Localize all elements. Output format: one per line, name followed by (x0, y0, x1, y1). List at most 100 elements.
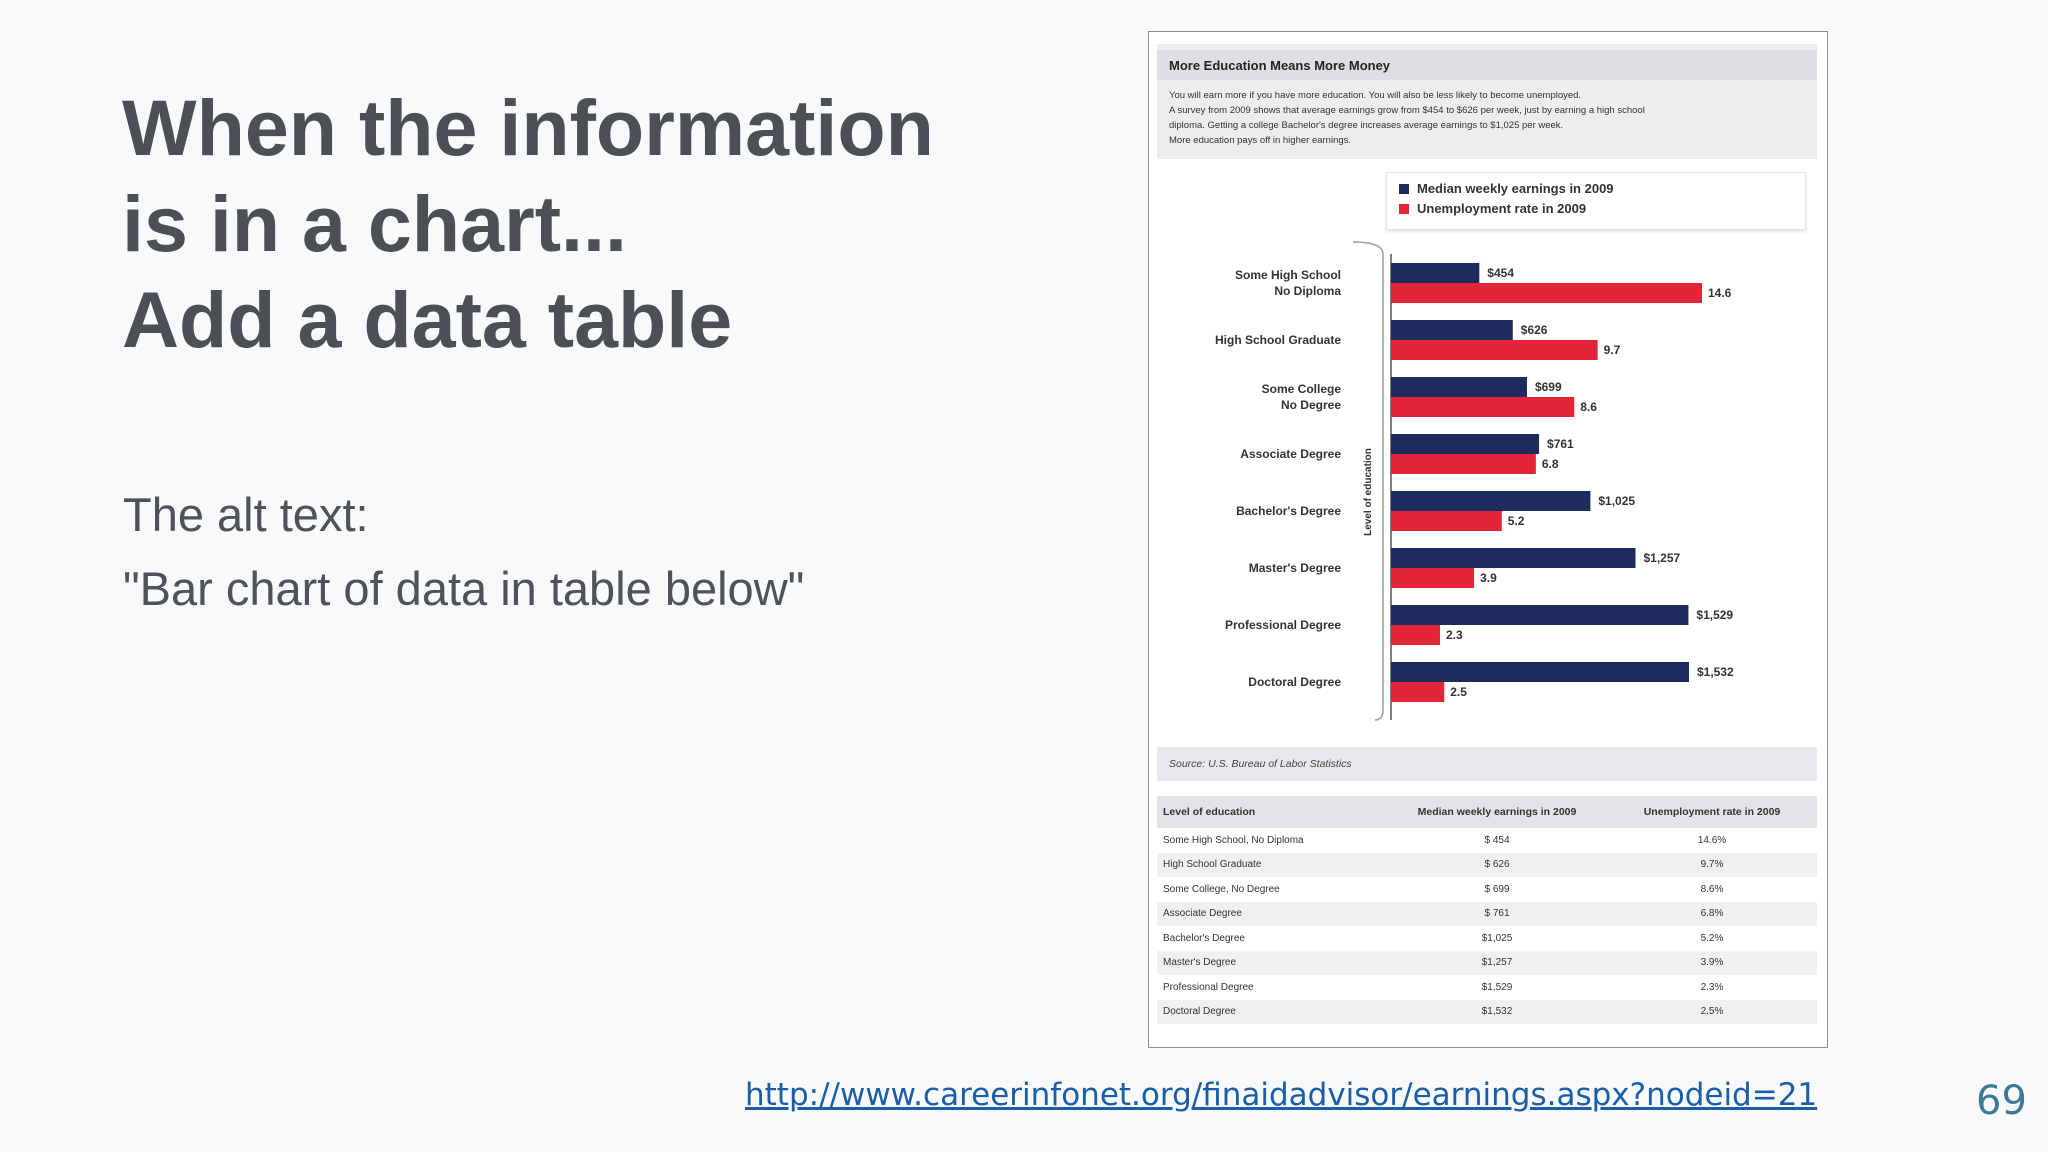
table-cell: 2.3% (1700, 981, 1724, 993)
table-cell: 3.9% (1607, 950, 1817, 975)
unemployment-bar (1391, 682, 1445, 702)
table-header-row: Level of education Median weekly earning… (1157, 796, 1817, 828)
earnings-data-label: $1,529 (1696, 608, 1733, 622)
axis-bracket (1352, 241, 1384, 721)
table-cell: $ 454 (1484, 834, 1510, 846)
unemployment-data-label: 2.3 (1446, 628, 1463, 642)
legend-label-earnings: Median weekly earnings in 2009 (1417, 181, 1614, 196)
table-cell: $1,532 (1387, 999, 1607, 1024)
unemployment-bar (1391, 511, 1502, 531)
earnings-data-label: $1,257 (1644, 551, 1681, 565)
alt-text-block: The alt text: "Bar chart of data in tabl… (123, 478, 804, 626)
unemployment-data-label: 5.2 (1508, 514, 1525, 528)
intro-line: A survey from 2009 shows that average ea… (1169, 105, 1645, 116)
title-line-1: When the information (122, 83, 934, 172)
earnings-bar (1391, 662, 1689, 682)
unemployment-data-label: 3.9 (1480, 571, 1497, 585)
table-cell: 14.6% (1697, 834, 1727, 846)
table-row: Doctoral Degree $1,532 2.5% (1157, 999, 1817, 1024)
legend-item-earnings: Median weekly earnings in 2009 (1399, 181, 1614, 201)
earnings-bar (1391, 605, 1689, 625)
title-line-2: is in a chart... (122, 179, 627, 268)
table-cell: 8.6% (1700, 883, 1724, 895)
alt-text-label: The alt text: (123, 488, 369, 541)
intro-box: More Education Means More Money You will… (1157, 44, 1817, 159)
table-header: Unemployment rate in 2009 (1607, 796, 1817, 828)
earnings-data-label: $1,025 (1598, 494, 1635, 508)
unemployment-data-label: 6.8 (1542, 457, 1559, 471)
figure-title: More Education Means More Money (1169, 58, 1391, 73)
unemployment-bar (1391, 340, 1598, 360)
alt-text-value: "Bar chart of data in table below" (123, 562, 805, 615)
table-row: Some College, No Degree $ 699 8.6% (1157, 877, 1817, 902)
slide-title: When the information is in a chart... Ad… (122, 80, 1022, 368)
source-text: Source: U.S. Bureau of Labor Statistics (1169, 758, 1352, 770)
page-number: 69 (1976, 1078, 2027, 1124)
category-label: Bachelor's Degree (1236, 504, 1341, 518)
table-row: Some High School, No Diploma $ 454 14.6% (1157, 828, 1817, 853)
unemployment-data-label: 2.5 (1450, 685, 1467, 699)
category-label: Some College (1262, 382, 1342, 396)
table-cell: Bachelor's Degree (1163, 932, 1245, 944)
table-cell: $1,529 (1481, 981, 1513, 993)
table-row: Master's Degree $1,257 3.9% (1157, 950, 1817, 975)
intro-line: You will earn more if you have more educ… (1169, 90, 1582, 101)
intro-line: More education pays off in higher earnin… (1169, 135, 1352, 146)
intro-text: You will earn more if you have more educ… (1169, 88, 1809, 148)
earnings-bar (1391, 377, 1527, 397)
y-axis-title: Level of education (1363, 448, 1374, 536)
category-label: Professional Degree (1225, 618, 1341, 632)
legend-item-unemployment: Unemployment rate in 2009 (1399, 201, 1586, 221)
category-label: High School Graduate (1215, 333, 1341, 347)
earnings-data-label: $699 (1535, 380, 1562, 394)
unemployment-bar (1391, 568, 1475, 588)
category-label: Master's Degree (1249, 561, 1342, 575)
table-row: Associate Degree $ 761 6.8% (1157, 901, 1817, 926)
table-cell: Master's Degree (1157, 950, 1387, 975)
source-note: Source: U.S. Bureau of Labor Statistics (1157, 747, 1817, 781)
unemployment-bar (1391, 625, 1440, 645)
intro-header-band (1157, 50, 1817, 80)
earnings-data-label: $1,532 (1697, 665, 1734, 679)
table-cell: Doctoral Degree (1157, 999, 1387, 1024)
chart-figure: More Education Means More Money You will… (1148, 31, 1828, 1048)
earnings-data-label: $761 (1547, 437, 1574, 451)
table-cell: $1,257 (1387, 950, 1607, 975)
legend-label-unemployment: Unemployment rate in 2009 (1417, 201, 1587, 216)
table-cell: $ 699 (1484, 883, 1510, 895)
table-cell: Some High School, No Diploma (1163, 834, 1304, 846)
earnings-bar (1391, 263, 1480, 283)
table-body: Some High School, No Diploma $ 454 14.6% Hi… (1157, 828, 1817, 1024)
unemployment-data-label: 14.6 (1708, 286, 1732, 300)
table-cell: $ 626 (1387, 852, 1607, 877)
chart-legend: Median weekly earnings in 2009 Unemploym… (1386, 172, 1806, 230)
unemployment-bar (1391, 397, 1575, 417)
table-cell: $1,025 (1481, 932, 1513, 944)
unemployment-bar (1391, 454, 1536, 474)
title-line-3: Add a data table (122, 275, 733, 364)
earnings-data-label: $626 (1521, 323, 1548, 337)
intro-line: diploma. Getting a college Bachelor's de… (1169, 120, 1564, 131)
source-link[interactable]: http://www.careerinfonet.org/finaidadvis… (745, 1077, 1818, 1113)
table-row: Bachelor's Degree $1,025 5.2% (1157, 926, 1817, 951)
table-cell: 5.2% (1700, 932, 1724, 944)
category-label: No Diploma (1274, 284, 1341, 298)
legend-swatch-earnings (1399, 184, 1409, 194)
earnings-bar (1391, 320, 1513, 340)
table-header: Median weekly earnings in 2009 (1387, 796, 1607, 828)
table-cell: 6.8% (1607, 901, 1817, 926)
unemployment-data-label: 8.6 (1580, 400, 1597, 414)
category-label: Doctoral Degree (1248, 675, 1341, 689)
bar-chart: Level of education Some High School No Dip… (1215, 241, 1734, 721)
table-cell: Professional Degree (1163, 981, 1254, 993)
table-row: Professional Degree $1,529 2.3% (1157, 975, 1817, 1000)
earnings-bar (1391, 434, 1540, 454)
data-table: Level of education Median weekly earning… (1157, 796, 1817, 1024)
legend-swatch-unemployment (1399, 204, 1409, 214)
table-cell: 9.7% (1607, 852, 1817, 877)
table-cell: 2.5% (1607, 999, 1817, 1024)
earnings-data-label: $454 (1487, 266, 1514, 280)
category-label: Some High School (1235, 268, 1341, 282)
table-cell: $ 761 (1387, 901, 1607, 926)
category-label: No Degree (1281, 398, 1341, 412)
